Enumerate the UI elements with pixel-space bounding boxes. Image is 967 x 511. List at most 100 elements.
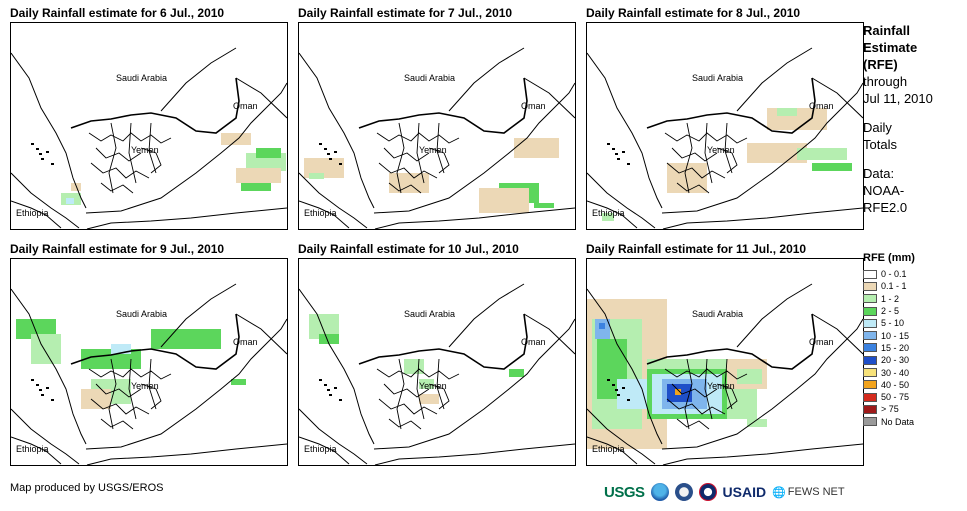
coastline <box>374 207 575 229</box>
legend-item: No Data <box>863 416 963 428</box>
country-label-ethiopia: Ethiopia <box>16 208 49 218</box>
yemen-border <box>646 77 816 134</box>
rainfall-area <box>419 394 439 404</box>
country-label-yemen: Yemen <box>419 145 447 155</box>
legend-item: 2 - 5 <box>863 305 963 317</box>
data-source: NOAA- <box>863 183 905 198</box>
legend-item: 1 - 2 <box>863 293 963 305</box>
country-label-saudi: Saudi Arabia <box>404 309 456 319</box>
yemen-border <box>70 77 240 134</box>
rainfall-area <box>66 198 74 204</box>
map-svg <box>299 23 575 229</box>
coastline <box>85 318 287 450</box>
legend-label: 2 - 5 <box>881 306 900 317</box>
rainfall-area <box>111 344 131 354</box>
island-dot <box>617 158 620 160</box>
island-dot <box>627 399 630 401</box>
panel-title: Daily Rainfall estimate for 9 Jul., 2010 <box>10 242 225 256</box>
rainfall-area <box>777 108 797 116</box>
country-label-oman: Oman <box>809 101 834 111</box>
coastline <box>662 207 863 229</box>
country-border <box>11 436 62 465</box>
country-label-oman: Oman <box>233 101 258 111</box>
legend-item: 0 - 0.1 <box>863 268 963 280</box>
rainfall-area <box>797 148 847 160</box>
yemen-border <box>358 77 528 134</box>
island-dot <box>31 143 34 145</box>
island-dot <box>327 389 330 391</box>
map-svg <box>587 259 863 465</box>
island-dot <box>339 399 342 401</box>
coastline <box>85 82 287 214</box>
island-dot <box>31 379 34 381</box>
fews-net-logo: 🌐 FEWS NET <box>772 486 845 499</box>
legend-swatch <box>863 417 877 427</box>
country-label-somalia: Somalia <box>722 464 755 465</box>
country-label-somalia: Somalia <box>434 464 467 465</box>
country-border <box>736 47 813 112</box>
island-dot <box>39 153 42 155</box>
legend-label: 30 - 40 <box>881 367 910 378</box>
country-label-saudi: Saudi Arabia <box>692 73 744 83</box>
rainfall-area <box>747 143 807 163</box>
country-border <box>235 77 287 119</box>
panel-title: Daily Rainfall estimate for 11 Jul., 201… <box>586 242 807 256</box>
island-dot <box>329 158 332 160</box>
country-border <box>448 283 525 348</box>
legend-item: 30 - 40 <box>863 366 963 378</box>
island-dot <box>327 153 330 155</box>
yemen-admin-boundary <box>664 358 748 430</box>
coastline <box>373 318 575 450</box>
yemen-admin-boundary <box>88 358 172 430</box>
island-dot <box>622 151 625 153</box>
country-label-saudi: Saudi Arabia <box>116 309 168 319</box>
coastline <box>661 318 863 450</box>
usaid-logo: USAID <box>722 484 767 500</box>
legend-swatch <box>863 281 877 291</box>
map-frame: Saudi Arabia Oman Yemen Ethiopia Somalia <box>10 258 288 466</box>
daily-text: Daily <box>863 120 892 135</box>
map-credit: Map produced by USGS/EROS <box>10 482 164 494</box>
country-label-somalia: Somalia <box>434 228 467 229</box>
noaa-logo-icon <box>650 483 669 501</box>
coastline <box>11 408 80 465</box>
country-label-oman: Oman <box>521 101 546 111</box>
coastline <box>662 443 863 465</box>
island-dot <box>319 143 322 145</box>
island-dot <box>36 384 39 386</box>
rainfall-area <box>675 389 681 395</box>
island-dot <box>46 387 49 389</box>
panel-title: Daily Rainfall estimate for 6 Jul., 2010 <box>10 6 225 20</box>
country-label-yemen: Yemen <box>707 145 735 155</box>
coastline <box>299 288 375 445</box>
rainfall-area <box>509 369 524 377</box>
country-label-yemen: Yemen <box>419 381 447 391</box>
coastline <box>374 443 575 465</box>
data-label: Data: <box>863 166 895 181</box>
country-border <box>160 283 237 348</box>
rainfall-area <box>389 173 429 193</box>
rainfall-area <box>479 188 529 213</box>
legend-item: 50 - 75 <box>863 391 963 403</box>
country-label-oman: Oman <box>521 337 546 347</box>
coastline <box>587 52 663 209</box>
country-border <box>11 200 62 229</box>
country-border <box>448 47 525 112</box>
island-dot <box>39 389 42 391</box>
map-svg <box>587 23 863 229</box>
rainfall-area <box>231 379 246 385</box>
island-dot <box>46 151 49 153</box>
rainfall-area <box>747 419 767 427</box>
yemen-border <box>646 313 816 370</box>
country-label-ethiopia: Ethiopia <box>592 444 625 454</box>
island-dot <box>607 143 610 145</box>
usgs-logo: USGS <box>604 483 645 501</box>
coastline <box>86 443 287 465</box>
legend-label: 40 - 50 <box>881 379 910 390</box>
island-dot <box>334 151 337 153</box>
country-border <box>523 77 575 119</box>
coastline <box>661 82 863 214</box>
title-line: Estimate <box>863 40 918 55</box>
yemen-admin-boundary <box>88 122 172 194</box>
legend-swatch <box>863 318 877 328</box>
